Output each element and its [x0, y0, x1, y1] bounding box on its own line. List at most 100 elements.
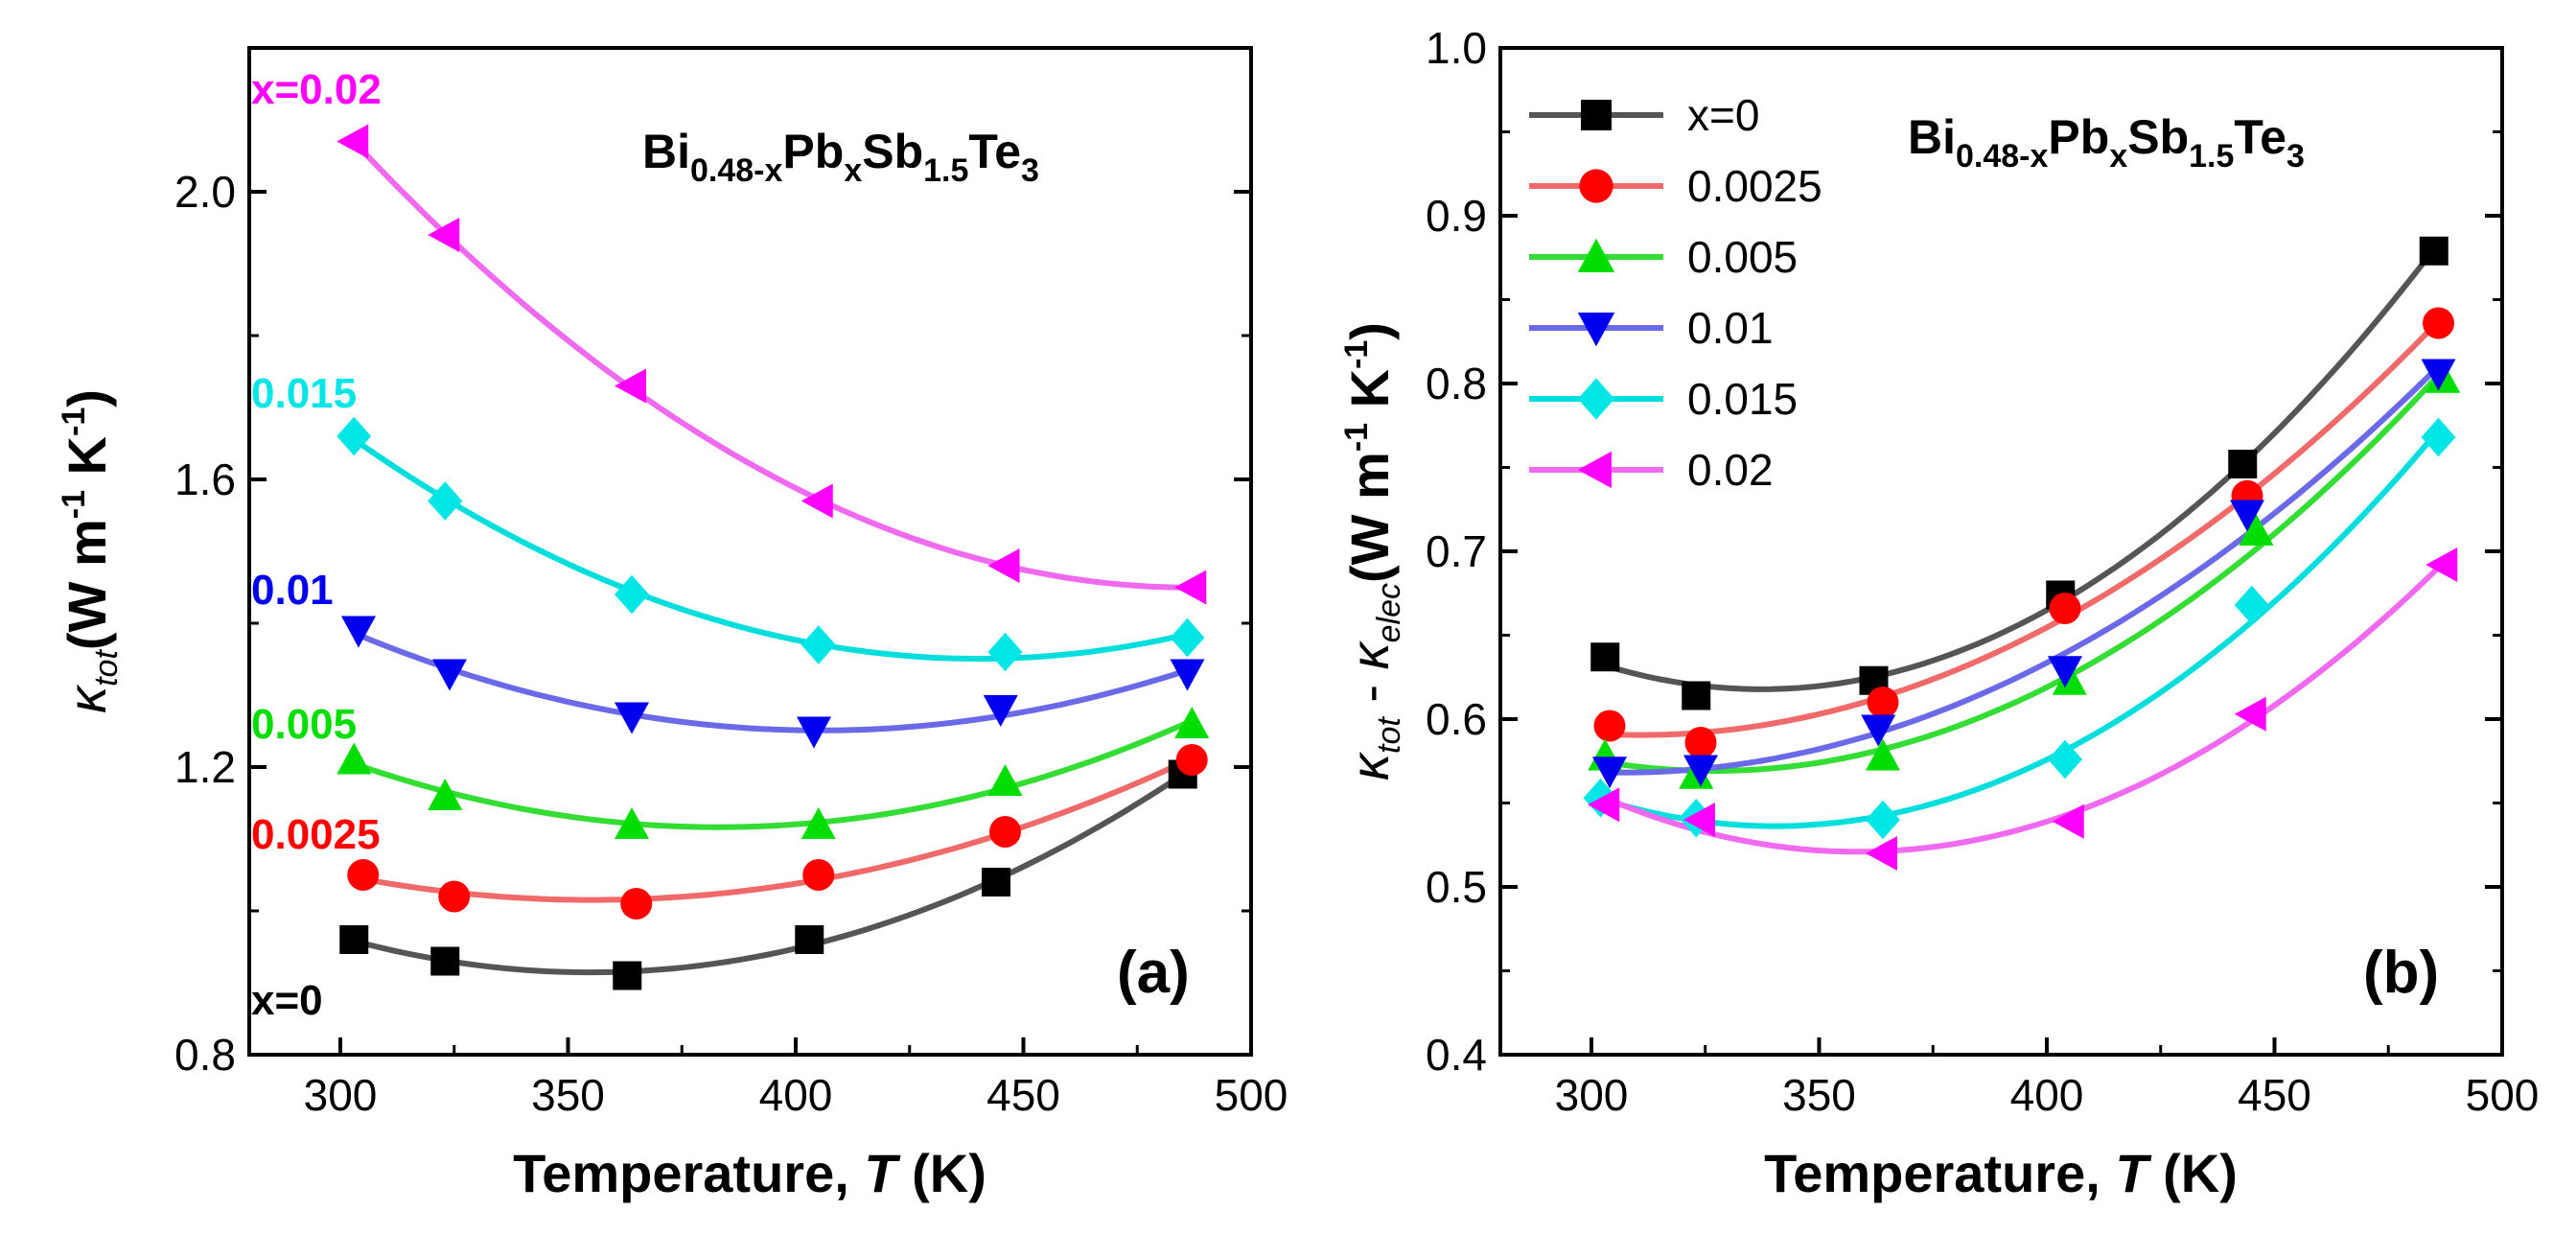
label-series-0.005: 0.005	[251, 701, 357, 748]
panel-b-point-0p02	[1866, 836, 1897, 871]
x-tick-label: 400	[2010, 1070, 2084, 1120]
panel-a-point-0p015	[1170, 617, 1205, 658]
panel-a-markers	[337, 124, 1210, 990]
panel-a-point-0p01	[797, 716, 831, 749]
panel-b-point-0p02	[1588, 787, 1620, 823]
panel-a-point-0p02	[337, 124, 369, 159]
y-tick-label: 0.7	[1426, 526, 1487, 576]
panel-b-markers	[1583, 236, 2461, 871]
panel-b-curve-0p02	[1604, 561, 2446, 855]
y-tick-label: 2.0	[174, 167, 236, 217]
panel-a-point-0p02	[987, 548, 1020, 583]
panel-a-compound-label: Bi0.48-xPbxSb1.5Te3	[642, 125, 1039, 189]
y-tick-label: 0.6	[1426, 694, 1487, 744]
panel-a-point-x0	[982, 868, 1010, 896]
y-tick-label: 1.0	[1426, 23, 1487, 73]
legend-marker-0p005	[1577, 238, 1615, 272]
panel-a-point-0p005	[987, 764, 1023, 796]
panel-b-ticks: 300 350 400 450 500 0.4 0.5 0.6 0.7 0.8 0.9 1.0	[1426, 23, 2539, 1120]
panel-a-point-0p02	[428, 218, 460, 252]
panel-a-point-x0	[613, 961, 642, 990]
panel-a-point-0p02	[615, 368, 646, 404]
label-series-0.0025: 0.0025	[251, 811, 381, 858]
panel-b-frame	[1498, 46, 2504, 1057]
panel-b-point-0p01	[2421, 359, 2456, 391]
x-tick-label: 450	[2238, 1070, 2311, 1120]
panel-a-curve-0p005	[353, 717, 1194, 830]
panel-b-point-x0	[1682, 681, 1711, 710]
panel-a-point-0p005	[337, 742, 372, 775]
panel-a-point-0p01	[1170, 659, 1205, 691]
panel-a-point-0p0025	[802, 859, 835, 891]
panel-b-point-0p01	[1592, 757, 1627, 789]
label-series-0.015: 0.015	[251, 370, 357, 417]
panel-a-point-0p005	[428, 779, 463, 810]
x-tick-label: 500	[1215, 1070, 1288, 1120]
panel-a-point-0p02	[801, 483, 833, 519]
legend-marker-0p015	[1577, 378, 1615, 420]
panel-b-point-0p0025	[2423, 307, 2454, 339]
panel-a-point-0p0025	[620, 888, 653, 920]
panel-b-point-0p015	[2421, 417, 2456, 457]
panel-a-curve-0p01	[357, 632, 1189, 733]
panel-b-point-0p0025	[2049, 593, 2081, 624]
x-tick-label: 500	[2466, 1070, 2540, 1120]
y-tick-label: 0.8	[174, 1030, 236, 1080]
panel-a-point-0p015	[337, 416, 372, 456]
legend-label-0p02: 0.02	[1687, 445, 1774, 495]
y-tick-label: 0.5	[1426, 862, 1487, 912]
panel-b-point-0p005	[2239, 514, 2274, 546]
panel-b-point-0p02	[1683, 803, 1715, 837]
panel-a-point-0p0025	[438, 880, 471, 913]
panel-a-curve-0p0025	[362, 756, 1194, 903]
panel-b-point-0p015	[2234, 585, 2269, 625]
legend-label-0p0025: 0.0025	[1687, 161, 1822, 211]
panel-a-point-0p005	[1174, 707, 1210, 738]
panel-b-point-x0	[1590, 642, 1620, 672]
panel-a-curve-0p015	[352, 436, 1189, 663]
panel-a-point-0p015	[428, 481, 463, 521]
panel-b-point-x0	[2228, 450, 2258, 478]
panel-a: 300 350 400 450 500 0.8 1.2 1.6 2.0 Bi0.48-xPbxS…	[56, 46, 1288, 1203]
panel-a-point-0p02	[1174, 570, 1207, 605]
panel-b-point-0p01	[2230, 500, 2264, 532]
panel-b-point-0p0025	[1867, 687, 1899, 718]
panel-b-curve-0p0025	[1609, 318, 2441, 738]
x-tick-label: 300	[1555, 1070, 1629, 1120]
panel-a-point-0p01	[341, 616, 376, 648]
panel-b: 300 350 400 450 500 0.4 0.5 0.6 0.7 0.8 0.9 1.0 Bi0…	[1338, 23, 2539, 1203]
panel-b-point-0p015	[1866, 800, 1900, 840]
panel-b-point-0p005	[1866, 738, 1900, 771]
panel-a-point-0p015	[801, 625, 836, 664]
panel-a-x-axis-title: Temperature, T (K)	[513, 1143, 986, 1203]
panel-a-point-0p015	[987, 632, 1023, 672]
legend-marker-0p0025	[1579, 169, 1613, 203]
panel-b-legend: x=0 0.0025 0.005 0.01 0.015 0.02	[1529, 90, 1822, 495]
panel-b-point-0p0025	[1593, 710, 1626, 742]
panel-a-point-x0	[795, 925, 824, 954]
legend-label-0p01: 0.01	[1687, 303, 1774, 353]
panel-b-x-axis-title: Temperature, T (K)	[1764, 1143, 2238, 1203]
y-tick-label: 1.6	[174, 454, 236, 504]
panel-a-y-axis-title: κtot(W m-1 K-1)	[56, 389, 125, 713]
panel-a-point-x0	[339, 925, 369, 954]
x-tick-label: 350	[531, 1070, 605, 1120]
panel-b-point-0p0025	[1684, 727, 1717, 758]
legend-marker-0p02	[1577, 451, 1612, 489]
panel-a-point-0p0025	[989, 816, 1021, 848]
y-tick-label: 0.9	[1426, 191, 1487, 241]
panel-b-point-0p02	[2425, 547, 2458, 582]
panel-b-point-0p02	[2234, 696, 2266, 732]
panel-a-point-0p0025	[347, 859, 380, 891]
legend-label-0p005: 0.005	[1687, 232, 1798, 282]
legend-label-x0: x=0	[1687, 90, 1759, 140]
panel-a-point-0p0025	[1175, 744, 1208, 776]
x-tick-label: 400	[759, 1070, 833, 1120]
panel-a-point-0p005	[615, 807, 649, 839]
panel-b-label: (b)	[2363, 940, 2439, 1006]
panel-b-compound-label: Bi0.48-xPbxSb1.5Te3	[1908, 110, 2305, 175]
panel-b-point-0p01	[1861, 714, 1896, 747]
label-series-x0: x=0	[251, 977, 323, 1024]
label-series-0.01: 0.01	[251, 567, 334, 614]
panel-a-ticks: 300 350 400 450 500 0.8 1.2 1.6 2.0	[174, 167, 1288, 1120]
